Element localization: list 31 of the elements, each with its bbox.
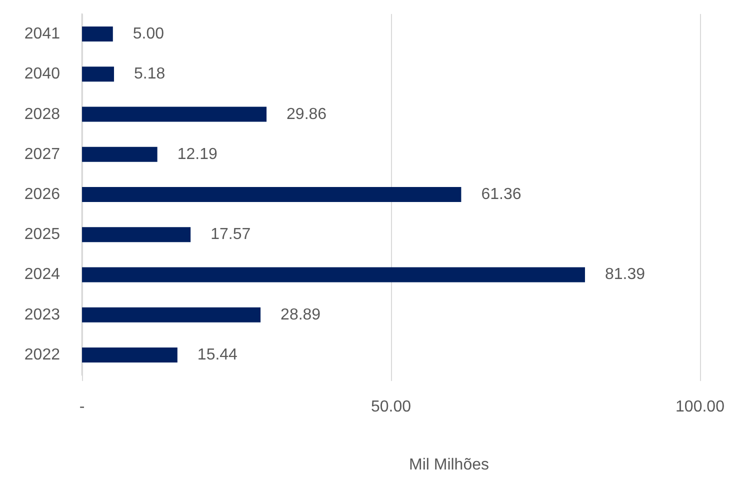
bar xyxy=(82,66,114,82)
y-tick-label: 2024 xyxy=(24,266,60,284)
y-tick-label: 2022 xyxy=(24,346,60,364)
y-tick-label: 2040 xyxy=(24,66,60,83)
y-tick-label: 2023 xyxy=(24,306,60,324)
bar xyxy=(82,106,267,122)
bar xyxy=(82,347,178,362)
data-label: 81.39 xyxy=(604,266,646,284)
y-tick-label: 2025 xyxy=(24,226,60,244)
data-label: 12.19 xyxy=(177,146,218,163)
data-label: 17.57 xyxy=(210,226,251,244)
data-label: 28.89 xyxy=(280,306,321,324)
y-tick-label: 2028 xyxy=(24,106,60,123)
data-label: 29.86 xyxy=(286,106,327,123)
y-tick-label: 2041 xyxy=(24,26,60,43)
x-axis-title: Mil Milhões xyxy=(408,456,490,474)
bar xyxy=(82,307,261,322)
x-tick-label: 100.00 xyxy=(676,398,725,416)
x-tick-label: 50.00 xyxy=(370,398,412,416)
data-label: 5.00 xyxy=(132,26,164,43)
y-tick-label: 2026 xyxy=(24,186,60,203)
bar xyxy=(82,26,113,42)
y-tick-label: 2027 xyxy=(24,146,60,163)
bar xyxy=(82,267,585,282)
data-label: 5.18 xyxy=(134,66,166,83)
bar xyxy=(82,187,462,202)
data-label: 61.36 xyxy=(481,186,522,203)
x-tick-label: - xyxy=(79,398,85,416)
data-label: 15.44 xyxy=(197,346,238,364)
bar xyxy=(82,146,158,162)
bar xyxy=(82,227,191,242)
